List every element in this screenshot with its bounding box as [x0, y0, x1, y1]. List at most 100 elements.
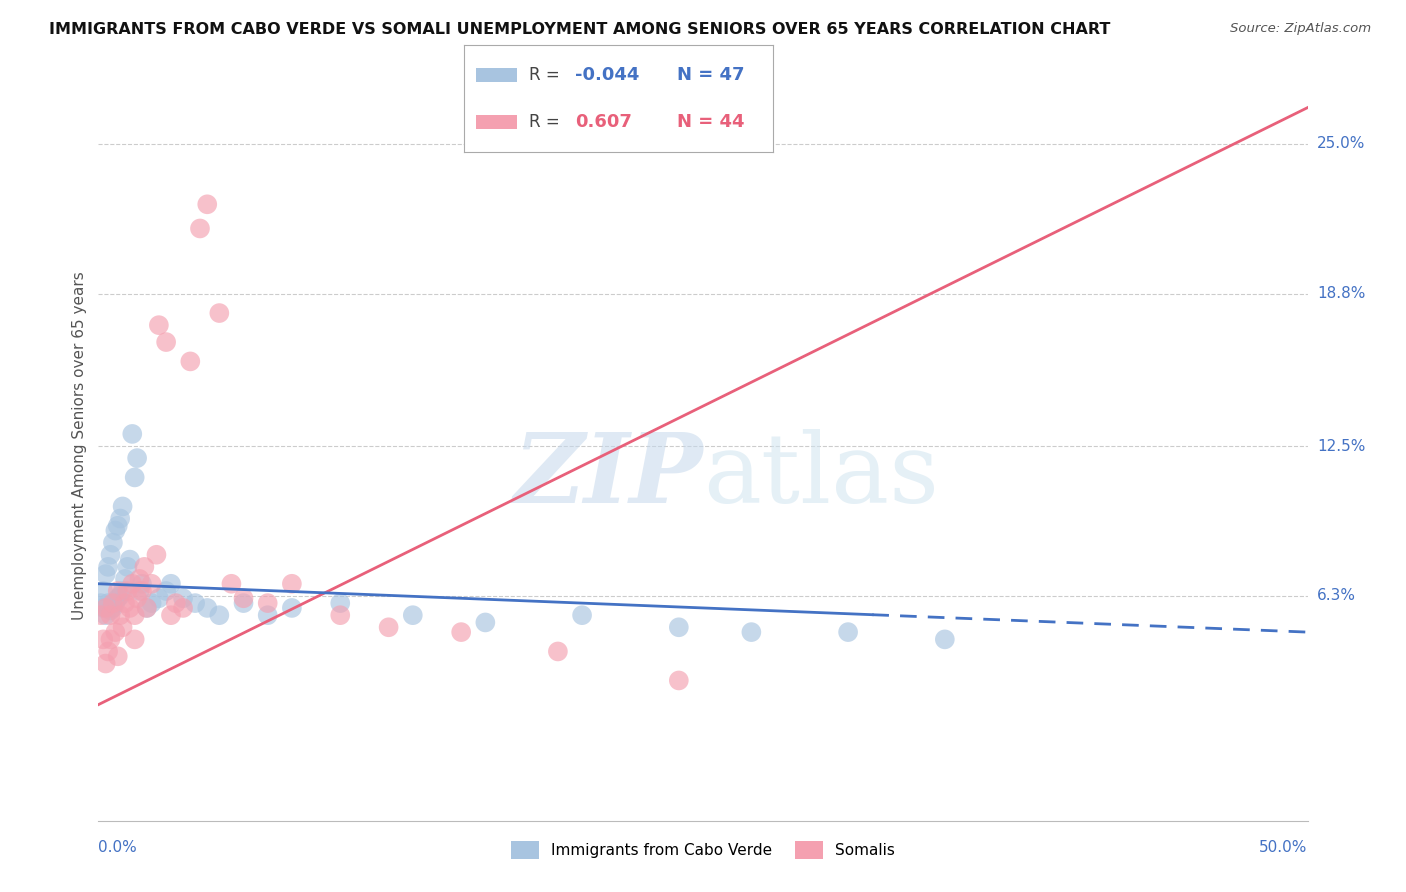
Point [117, 559, 139, 574]
Point [94, 657, 117, 671]
Text: N = 47: N = 47 [678, 66, 745, 84]
Point [131, 576, 153, 591]
Point [141, 596, 163, 610]
Text: 12.5%: 12.5% [1317, 439, 1365, 453]
Bar [477, 115, 516, 128]
Text: R =: R = [529, 66, 565, 84]
Point [97, 596, 120, 610]
Point [118, 601, 141, 615]
Point [90, 608, 112, 623]
Point [155, 334, 177, 349]
Text: 25.0%: 25.0% [1317, 136, 1365, 152]
Point [165, 596, 187, 610]
Text: ZIP: ZIP [513, 429, 703, 523]
Point [97, 644, 120, 658]
Point [208, 306, 231, 320]
Point [91, 632, 114, 647]
Point [111, 500, 134, 514]
Point [111, 584, 134, 599]
Point [131, 584, 153, 599]
Point [281, 576, 304, 591]
Point [256, 608, 278, 623]
Point [934, 632, 956, 647]
Point [100, 608, 122, 623]
Point [107, 584, 129, 599]
Point [128, 572, 150, 586]
Point [121, 426, 143, 441]
Point [134, 559, 156, 574]
Point [108, 589, 131, 603]
Point [208, 608, 231, 623]
Text: Source: ZipAtlas.com: Source: ZipAtlas.com [1230, 22, 1371, 36]
Point [402, 608, 425, 623]
Point [668, 620, 690, 634]
Point [94, 567, 117, 582]
Point [104, 524, 127, 538]
Text: N = 44: N = 44 [678, 112, 745, 130]
Point [121, 576, 143, 591]
Text: 0.607: 0.607 [575, 112, 633, 130]
Point [104, 625, 127, 640]
Text: 50.0%: 50.0% [1260, 840, 1308, 855]
Point [145, 548, 167, 562]
Point [127, 591, 149, 606]
Point [97, 559, 120, 574]
Point [90, 596, 112, 610]
Point [232, 591, 254, 606]
Point [256, 596, 278, 610]
Point [329, 608, 352, 623]
Point [107, 649, 129, 664]
Point [117, 584, 139, 599]
Point [107, 591, 129, 606]
Point [195, 197, 218, 211]
Point [108, 608, 131, 623]
Point [172, 601, 194, 615]
Point [94, 608, 117, 623]
Point [100, 632, 122, 647]
Point [104, 596, 127, 610]
Point [101, 601, 124, 615]
Point [128, 584, 150, 599]
Text: 0.0%: 0.0% [98, 840, 138, 855]
Point [571, 608, 593, 623]
Point [148, 591, 170, 606]
Point [101, 596, 124, 610]
Point [111, 620, 134, 634]
Point [155, 584, 177, 599]
Point [114, 572, 136, 586]
Point [668, 673, 690, 688]
Point [141, 576, 163, 591]
Point [837, 625, 859, 640]
Point [184, 596, 207, 610]
Point [135, 601, 157, 615]
Text: IMMIGRANTS FROM CABO VERDE VS SOMALI UNEMPLOYMENT AMONG SENIORS OVER 65 YEARS CO: IMMIGRANTS FROM CABO VERDE VS SOMALI UNE… [49, 22, 1111, 37]
Point [232, 596, 254, 610]
Point [281, 601, 304, 615]
Point [148, 318, 170, 333]
Point [172, 591, 194, 606]
Bar [477, 68, 516, 81]
Text: 18.8%: 18.8% [1317, 286, 1365, 301]
Text: R =: R = [529, 112, 571, 130]
Y-axis label: Unemployment Among Seniors over 65 years: Unemployment Among Seniors over 65 years [72, 272, 87, 620]
Point [94, 601, 117, 615]
Point [474, 615, 496, 630]
Point [101, 535, 124, 549]
Point [124, 470, 146, 484]
Point [124, 632, 146, 647]
Point [160, 576, 183, 591]
Point [450, 625, 472, 640]
Point [740, 625, 762, 640]
Point [127, 451, 149, 466]
Point [221, 576, 243, 591]
Point [100, 603, 122, 617]
Point [179, 354, 201, 368]
Point [107, 518, 129, 533]
Text: -0.044: -0.044 [575, 66, 640, 84]
Point [108, 511, 131, 525]
Point [188, 221, 211, 235]
Point [91, 601, 114, 615]
Point [118, 552, 141, 566]
Point [135, 601, 157, 615]
Point [160, 608, 183, 623]
